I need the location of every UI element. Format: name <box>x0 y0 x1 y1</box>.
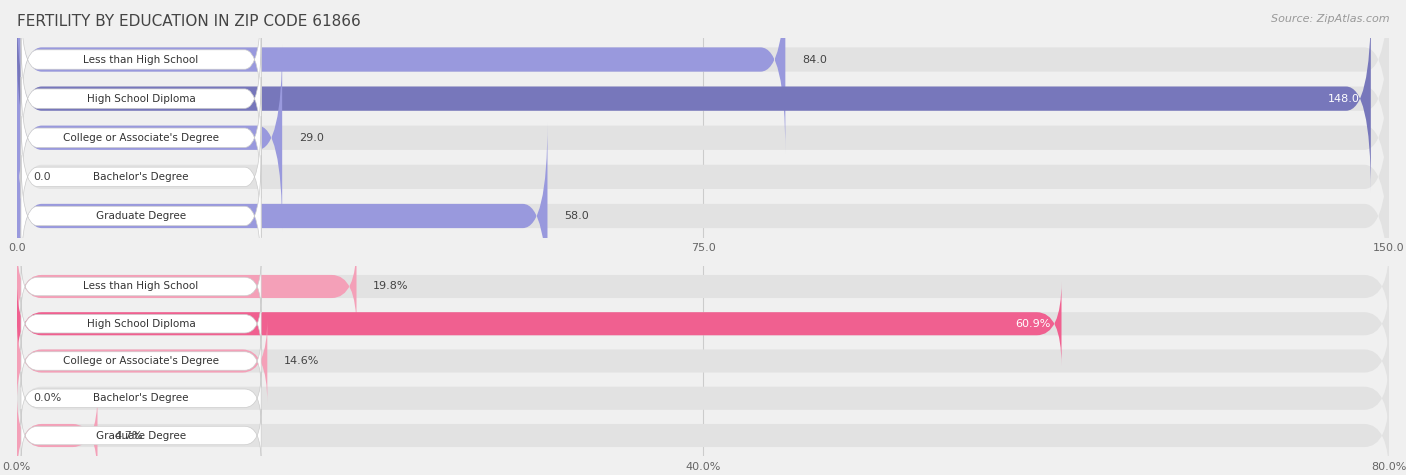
FancyBboxPatch shape <box>17 245 1389 329</box>
Text: 19.8%: 19.8% <box>373 282 409 292</box>
Text: Graduate Degree: Graduate Degree <box>96 211 186 221</box>
Text: 0.0: 0.0 <box>34 172 51 182</box>
Text: Less than High School: Less than High School <box>83 55 198 65</box>
FancyBboxPatch shape <box>17 123 1389 310</box>
Text: 4.7%: 4.7% <box>114 430 142 440</box>
FancyBboxPatch shape <box>21 297 262 350</box>
Text: 0.0%: 0.0% <box>34 393 62 403</box>
FancyBboxPatch shape <box>17 44 283 231</box>
Text: Source: ZipAtlas.com: Source: ZipAtlas.com <box>1271 14 1389 24</box>
FancyBboxPatch shape <box>17 5 1389 192</box>
FancyBboxPatch shape <box>21 155 262 277</box>
FancyBboxPatch shape <box>17 5 1371 192</box>
Text: Bachelor's Degree: Bachelor's Degree <box>93 393 188 403</box>
FancyBboxPatch shape <box>17 44 1389 231</box>
FancyBboxPatch shape <box>21 372 262 425</box>
FancyBboxPatch shape <box>17 356 1389 440</box>
FancyBboxPatch shape <box>21 38 262 159</box>
FancyBboxPatch shape <box>17 319 267 403</box>
Text: Bachelor's Degree: Bachelor's Degree <box>93 172 188 182</box>
FancyBboxPatch shape <box>21 0 262 120</box>
Text: 84.0: 84.0 <box>801 55 827 65</box>
FancyBboxPatch shape <box>17 282 1062 366</box>
Text: Less than High School: Less than High School <box>83 282 198 292</box>
Text: 58.0: 58.0 <box>564 211 589 221</box>
Text: College or Associate's Degree: College or Associate's Degree <box>63 356 219 366</box>
Text: 148.0: 148.0 <box>1329 94 1360 104</box>
FancyBboxPatch shape <box>17 0 1389 153</box>
FancyBboxPatch shape <box>21 334 262 388</box>
FancyBboxPatch shape <box>17 282 1389 366</box>
Text: Graduate Degree: Graduate Degree <box>96 430 186 440</box>
Text: 14.6%: 14.6% <box>284 356 319 366</box>
FancyBboxPatch shape <box>21 116 262 238</box>
FancyBboxPatch shape <box>21 77 262 199</box>
Text: 60.9%: 60.9% <box>1015 319 1050 329</box>
FancyBboxPatch shape <box>17 123 547 310</box>
FancyBboxPatch shape <box>21 409 262 462</box>
Text: High School Diploma: High School Diploma <box>87 319 195 329</box>
FancyBboxPatch shape <box>17 319 1389 403</box>
Text: FERTILITY BY EDUCATION IN ZIP CODE 61866: FERTILITY BY EDUCATION IN ZIP CODE 61866 <box>17 14 360 29</box>
FancyBboxPatch shape <box>17 393 1389 475</box>
FancyBboxPatch shape <box>17 0 786 153</box>
FancyBboxPatch shape <box>21 260 262 313</box>
FancyBboxPatch shape <box>17 84 1389 270</box>
FancyBboxPatch shape <box>17 245 357 329</box>
Text: High School Diploma: High School Diploma <box>87 94 195 104</box>
Text: College or Associate's Degree: College or Associate's Degree <box>63 133 219 143</box>
Text: 29.0: 29.0 <box>298 133 323 143</box>
FancyBboxPatch shape <box>17 393 97 475</box>
